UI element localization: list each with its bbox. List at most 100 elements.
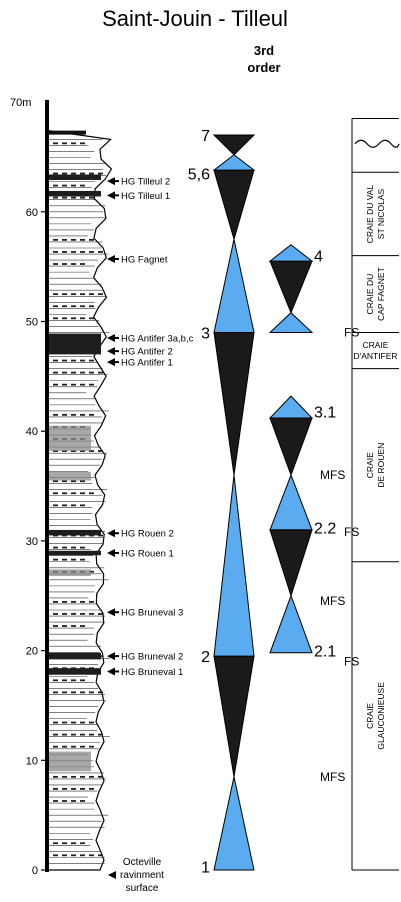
flint-nodule xyxy=(62,679,67,682)
flint-nodule xyxy=(80,721,85,724)
flint-nodule xyxy=(62,788,67,790)
glauconitic-bed xyxy=(49,425,91,451)
flint-nodule xyxy=(98,733,103,736)
flint-nodule xyxy=(80,788,85,790)
sequence-label: 7 xyxy=(201,128,210,145)
flint-nodule xyxy=(80,371,85,374)
sequence-label: 1 xyxy=(201,860,210,877)
regressive-triangle xyxy=(269,260,313,315)
unconformity-wave xyxy=(354,139,400,148)
flint-nodule xyxy=(53,371,58,374)
arrow-icon xyxy=(107,177,115,186)
flint-nodule xyxy=(53,558,58,561)
flint-nodule xyxy=(53,450,58,452)
flint-nodule xyxy=(71,800,76,802)
flint-nodule xyxy=(71,775,76,778)
flint-nodule xyxy=(80,383,85,386)
axis-tick-label: 10 xyxy=(26,755,38,767)
flint-nodule xyxy=(71,679,76,682)
sequence-label: 3.1 xyxy=(314,404,336,421)
formation-label-line: CRAIE DU VAL xyxy=(365,185,375,244)
flint-nodule xyxy=(80,504,85,507)
sequence-label: 3 xyxy=(201,325,210,342)
flint-nodule xyxy=(53,504,58,507)
flint-nodule xyxy=(89,788,94,790)
flint-nodule xyxy=(71,613,76,615)
arrow-icon xyxy=(107,358,115,367)
flint-nodule xyxy=(80,534,85,537)
flint-nodule xyxy=(80,450,85,452)
third-order-sequences: 7 5,6 3 2 1 xyxy=(188,128,256,877)
flint-nodule xyxy=(62,359,67,362)
formation-label-line: D'ANTIFER xyxy=(353,351,397,361)
regressive-triangle xyxy=(213,655,255,777)
flint-nodule xyxy=(89,691,94,694)
formation-label-line: CRAIE xyxy=(365,452,375,478)
regressive-triangle xyxy=(269,417,313,477)
flint-nodule xyxy=(62,450,67,452)
sequence-label: 2.2 xyxy=(314,521,336,538)
flint-nodule xyxy=(89,196,94,199)
surface-label: MFS xyxy=(320,770,345,784)
flint-nodule xyxy=(80,359,85,362)
transgressive-triangle xyxy=(268,395,314,419)
flint-nodule xyxy=(71,733,76,736)
glauconitic-bed xyxy=(49,751,91,772)
transgressive-triangle xyxy=(213,239,255,333)
hardground-label: HG Bruneval 1 xyxy=(121,667,183,678)
arrow-icon xyxy=(107,608,115,617)
flint-nodule xyxy=(62,546,67,549)
flint-nodule xyxy=(98,371,103,374)
flint-nodule xyxy=(53,691,58,694)
transgressive-triangle xyxy=(268,244,314,262)
flint-nodule xyxy=(98,534,103,537)
flint-nodule xyxy=(53,613,58,615)
flint-nodule xyxy=(53,625,58,627)
flint-nodule xyxy=(62,613,67,615)
flint-nodule xyxy=(80,733,85,736)
hardground-bed xyxy=(49,333,101,355)
flint-nodule xyxy=(80,305,85,308)
arrow-icon xyxy=(107,652,115,661)
sequence-label: 2 xyxy=(201,649,210,666)
flint-nodule xyxy=(98,613,103,615)
order-header-line1: 3rd xyxy=(253,43,275,58)
flint-nodule xyxy=(80,613,85,615)
flint-nodule xyxy=(53,238,58,241)
flint-nodule xyxy=(89,721,94,724)
flint-nodule xyxy=(71,383,76,386)
order-header-line2: order xyxy=(247,60,281,75)
flint-nodule xyxy=(98,775,103,778)
hardground-label: HG Antifer 3a,b,c xyxy=(121,333,194,344)
formation-column: CRAIE DU VAL ST NICOLAS CRAIE DU CAP FAGNET… xyxy=(351,118,400,871)
formation-label: CRAIE DE ROUEN xyxy=(365,443,386,488)
flint-nodule xyxy=(62,625,67,627)
flint-nodule xyxy=(53,546,58,549)
transgressive-triangle xyxy=(212,154,256,171)
flint-nodule xyxy=(62,854,67,857)
formation-label-line: CRAIE xyxy=(365,703,375,729)
flint-nodule xyxy=(62,842,67,845)
flint-nodule xyxy=(80,263,85,265)
flint-nodule xyxy=(71,691,76,694)
flint-nodule xyxy=(62,317,67,320)
flint-nodule xyxy=(98,293,103,296)
flint-nodule xyxy=(53,172,58,175)
flint-nodule xyxy=(98,854,103,857)
surface-label: MFS xyxy=(320,468,345,482)
arrow-icon xyxy=(107,548,115,557)
formation-label-line: DE ROUEN xyxy=(376,443,386,488)
flint-nodule xyxy=(71,788,76,790)
flint-nodule xyxy=(62,721,67,724)
flint-nodule xyxy=(98,172,103,175)
formation-label-line: CRAIE DU xyxy=(365,274,375,315)
flint-nodule xyxy=(80,558,85,561)
flint-nodule xyxy=(80,293,85,296)
arrow-icon xyxy=(108,871,116,879)
flint-nodule xyxy=(53,305,58,308)
flint-nodule xyxy=(62,305,67,308)
flint-nodule xyxy=(80,691,85,694)
formation-label: CRAIE DU VAL ST NICOLAS xyxy=(365,185,386,244)
transgressive-triangle xyxy=(269,473,313,531)
flint-nodule xyxy=(71,721,76,724)
